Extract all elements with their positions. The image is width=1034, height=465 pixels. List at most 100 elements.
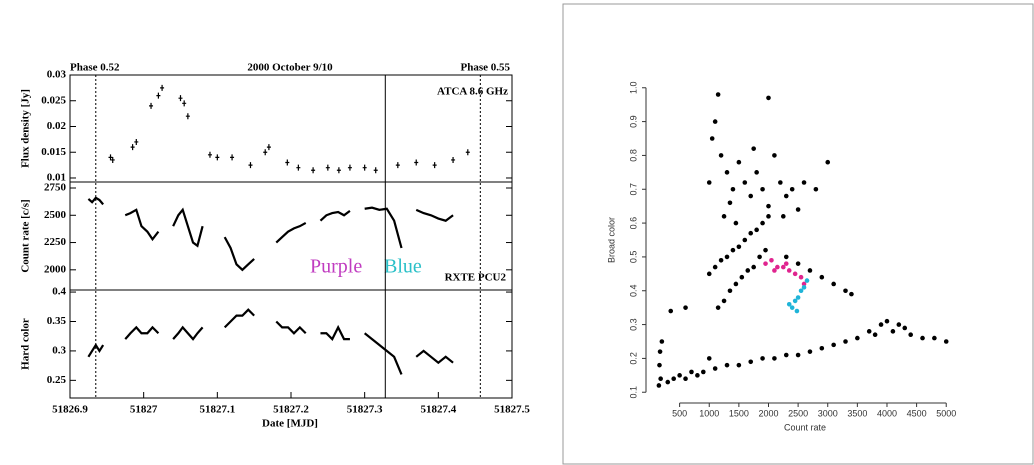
y-tick-label: 1.0	[628, 82, 638, 95]
data-point	[215, 154, 220, 161]
data-point	[185, 113, 190, 120]
data-point	[373, 167, 378, 174]
data-point	[733, 220, 739, 226]
data-point	[943, 339, 949, 344]
data-point	[807, 268, 813, 273]
data-point	[182, 100, 187, 107]
data-point	[896, 322, 902, 327]
data-point	[706, 356, 712, 361]
annotation: Purple	[310, 256, 362, 278]
data-point	[110, 156, 115, 163]
x-tick-label: 4000	[877, 408, 897, 418]
data-point	[311, 167, 316, 174]
x-axis-label: Date [MJD]	[262, 418, 318, 430]
y-axis-label: Hard color	[20, 318, 32, 370]
y-tick-label: 0.25	[47, 374, 67, 386]
data-point	[336, 167, 341, 174]
data-line	[275, 320, 307, 335]
data-point	[908, 332, 913, 338]
y-tick-label: 0.5	[628, 251, 638, 264]
data-point	[736, 244, 742, 250]
data-line	[363, 332, 403, 375]
y-tick-label: 2250	[44, 236, 67, 248]
data-point	[668, 308, 674, 314]
data-point	[786, 268, 792, 273]
x-tick-label: 1000	[699, 408, 719, 418]
data-point	[715, 305, 721, 310]
data-point	[736, 362, 742, 368]
data-point	[727, 200, 733, 206]
data-point	[754, 170, 759, 175]
y-tick-label: 0.03	[47, 69, 67, 81]
data-point	[819, 274, 825, 280]
data-point	[819, 345, 825, 351]
data-point	[831, 281, 836, 287]
data-line	[223, 308, 255, 329]
data-point	[760, 186, 765, 192]
data-point	[656, 383, 662, 388]
data-line	[319, 210, 351, 222]
data-point	[730, 247, 736, 253]
data-point	[804, 278, 810, 283]
data-point	[766, 203, 771, 209]
x-tick-label: 51827	[130, 404, 158, 416]
data-point	[665, 379, 671, 385]
data-point	[769, 257, 774, 263]
data-point	[721, 214, 727, 219]
data-line	[364, 206, 403, 249]
data-point	[733, 281, 739, 287]
data-point	[778, 180, 783, 185]
data-point	[783, 261, 789, 266]
data-point	[718, 257, 724, 263]
data-line	[320, 324, 350, 341]
x-tick-label: 4500	[907, 408, 927, 418]
data-point	[178, 95, 183, 102]
data-point	[230, 154, 235, 161]
data-point	[866, 329, 872, 334]
y-tick-label: 0.3	[628, 318, 638, 331]
data-point	[831, 342, 836, 348]
data-point	[795, 295, 801, 300]
data-point	[739, 274, 745, 280]
data-line	[87, 342, 105, 358]
data-point	[724, 170, 730, 175]
data-line	[415, 349, 454, 365]
data-point	[855, 335, 860, 341]
axes-frame	[69, 289, 513, 399]
annotation: RXTE PCU2	[445, 272, 507, 284]
data-point	[751, 146, 756, 151]
data-point	[727, 288, 733, 294]
y-tick-label: 0.7	[628, 183, 638, 196]
x-tick-label: 51827.4	[420, 404, 456, 416]
y-tick-label: 0.01	[47, 172, 66, 184]
data-point	[798, 274, 804, 280]
y-tick-label: 2750	[44, 182, 67, 194]
data-point	[884, 318, 890, 324]
data-point	[751, 264, 756, 270]
data-point	[657, 362, 662, 368]
data-point	[347, 164, 352, 171]
y-tick-label: 0.9	[628, 115, 638, 128]
x-tick-label: 2000	[758, 408, 778, 418]
data-point	[683, 305, 688, 310]
data-point	[766, 95, 771, 101]
data-point	[108, 154, 113, 161]
annotation: ATCA 8.6 GHz	[437, 86, 508, 98]
data-point	[825, 159, 831, 165]
data-point	[736, 159, 742, 165]
data-point	[395, 162, 400, 169]
data-point	[683, 376, 688, 382]
data-point	[715, 92, 721, 97]
data-point	[296, 164, 301, 171]
x-tick-label: 3000	[818, 408, 838, 418]
y-tick-label: 0.35	[47, 315, 67, 327]
data-point	[730, 186, 736, 192]
data-point	[748, 193, 754, 199]
data-point	[775, 264, 780, 270]
x-tick-label: 5000	[936, 408, 956, 418]
y-tick-label: 0.2	[628, 352, 638, 365]
data-point	[362, 164, 367, 171]
annotation: Blue	[384, 256, 422, 278]
y-axis-label: Flux density [Jy]	[20, 89, 32, 168]
